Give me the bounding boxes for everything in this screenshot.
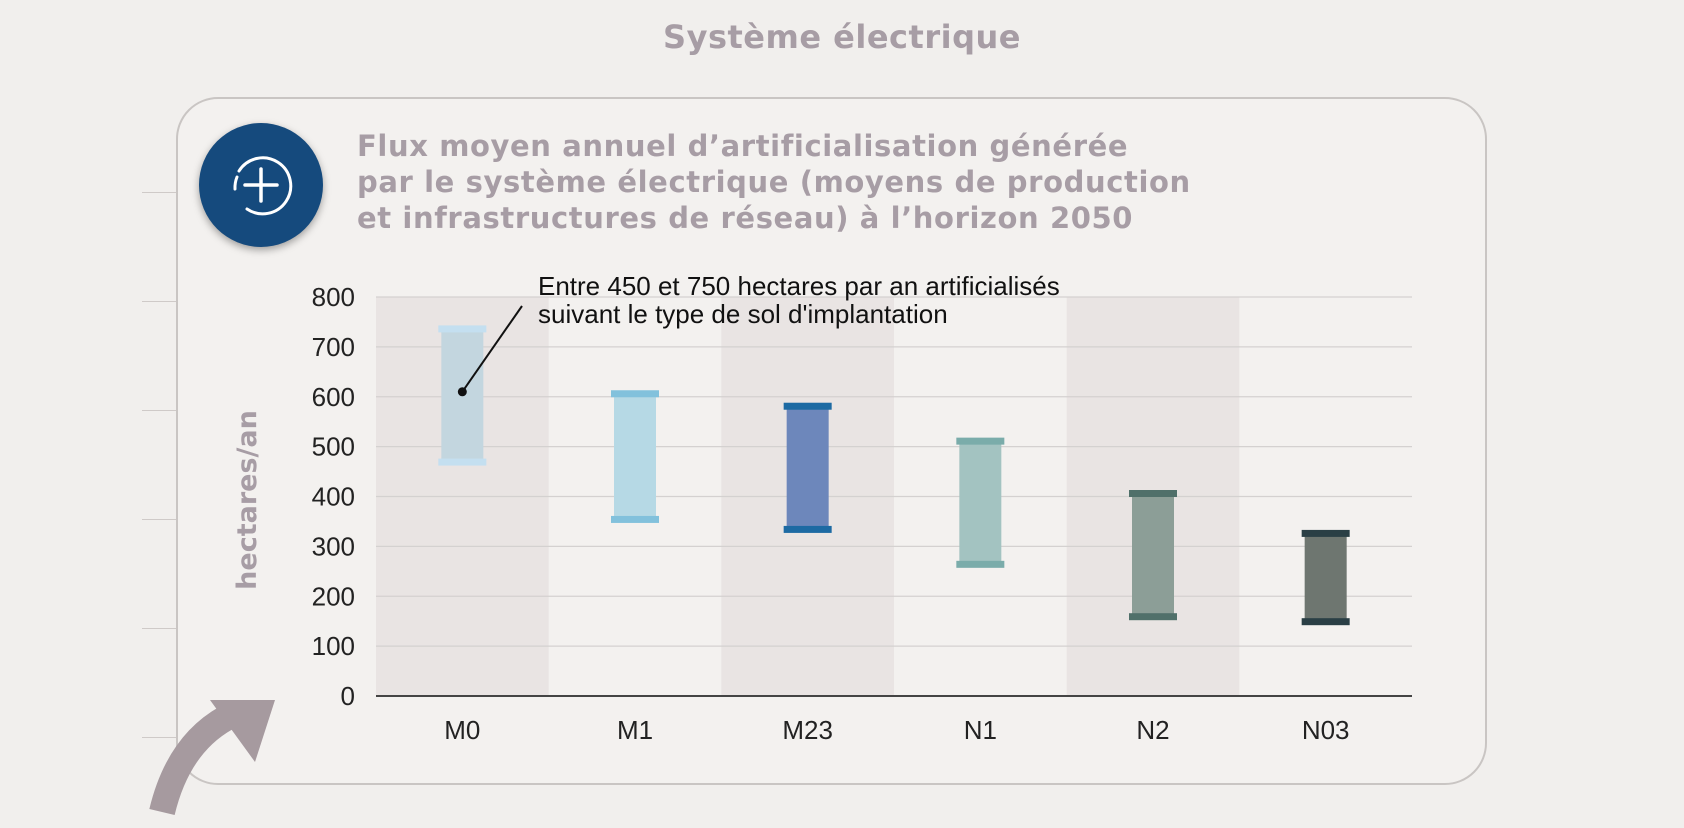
y-tick-label: 400 xyxy=(312,482,355,512)
range-bar xyxy=(1132,494,1174,617)
range-cap-low xyxy=(956,560,1005,568)
range-cap-low xyxy=(1301,618,1350,626)
side-tick xyxy=(142,737,178,738)
range-cap-low xyxy=(611,515,659,523)
chart-heading-line: et infrastructures de réseau) à l’horizo… xyxy=(357,201,1134,235)
y-tick-label: 0 xyxy=(341,681,355,711)
annotation-line: Entre 450 et 750 hectares par an artific… xyxy=(538,271,1060,301)
range-cap-low xyxy=(438,458,487,466)
y-tick-label: 200 xyxy=(312,581,355,611)
side-tick xyxy=(142,192,178,193)
x-tick-label: N1 xyxy=(964,715,997,745)
chart-heading-line: par le système électrique (moyens de pro… xyxy=(357,165,1191,199)
y-tick-label: 500 xyxy=(312,432,355,462)
plus-badge[interactable] xyxy=(199,123,323,247)
chart-heading-line: Flux moyen annuel d’artificialisation gé… xyxy=(357,129,1129,163)
y-tick-label: 700 xyxy=(312,332,355,362)
range-cap-high xyxy=(1129,490,1177,498)
annotation-leader xyxy=(461,305,523,393)
range-cap-low xyxy=(783,525,832,533)
plus-circle-icon xyxy=(233,156,293,216)
x-tick-label: N2 xyxy=(1136,715,1169,745)
range-bar xyxy=(614,394,656,519)
y-tick-label: 600 xyxy=(312,382,355,412)
page-title: Système électrique xyxy=(663,18,1021,56)
range-bar xyxy=(1304,533,1347,622)
curved-arrow-icon xyxy=(149,700,275,816)
range-cap-low xyxy=(1129,613,1177,621)
range-bar xyxy=(959,441,1002,564)
x-tick-label: M23 xyxy=(782,715,833,745)
x-tick-label: M0 xyxy=(444,715,480,745)
range-cap-high xyxy=(611,390,659,398)
range-cap-high xyxy=(1301,529,1350,537)
y-tick-label: 100 xyxy=(312,631,355,661)
y-tick-label: 300 xyxy=(312,531,355,561)
range-cap-high xyxy=(783,402,832,410)
annotation-line: suivant le type de sol d'implantation xyxy=(538,299,948,329)
y-tick-label: 800 xyxy=(312,282,355,312)
chart-heading: Flux moyen annuel d’artificialisation gé… xyxy=(357,128,1257,236)
range-bar xyxy=(786,406,829,529)
side-tick xyxy=(142,628,178,629)
side-tick xyxy=(142,301,178,302)
range-cap-high xyxy=(956,437,1005,445)
x-tick-label: N03 xyxy=(1302,715,1350,745)
range-cap-high xyxy=(438,325,487,333)
x-tick-label: M1 xyxy=(617,715,653,745)
side-tick xyxy=(142,410,178,411)
y-axis-label: hectares/an xyxy=(232,410,263,590)
side-tick xyxy=(142,519,178,520)
annotation-dot xyxy=(457,387,467,397)
